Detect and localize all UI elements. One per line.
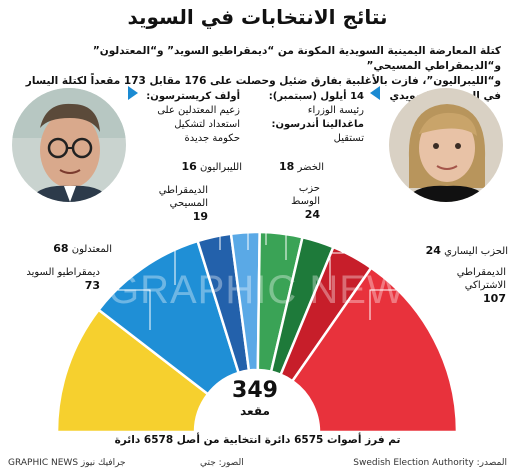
- andersson-name: ماغدالينا أندرسون:: [271, 119, 365, 130]
- leader-line-mp: [265, 166, 272, 245]
- label-m-seats: 68: [53, 242, 69, 255]
- label-s-name-1: الديمقراطي: [456, 267, 506, 278]
- seat-segment-sd: [55, 308, 210, 434]
- label-kd: الديمقراطي المسيحي 19: [150, 184, 208, 223]
- andersson-date: 14 أيلول (سبتمبر):: [268, 91, 364, 102]
- kristersson-caption: أولف كريسترسون: زعيم المعتدلين على استعد…: [140, 90, 240, 146]
- label-c-seats: 24: [304, 208, 320, 221]
- leader-line-s: [369, 289, 422, 320]
- label-v-name: الحزب اليساري: [444, 246, 508, 257]
- leader-line-l: [242, 166, 249, 250]
- counted-note: تم فرز أصوات 6575 دائرة انتخابية من أصل …: [114, 434, 401, 446]
- label-m: المعتدلون 68: [8, 242, 112, 256]
- total-label: مقعد: [240, 404, 270, 418]
- total-seats: 349: [232, 378, 278, 403]
- seat-segment-s: [290, 266, 459, 434]
- label-mp: الخضر 18: [268, 160, 324, 174]
- kristersson-photo: [12, 88, 126, 202]
- footer-brand: GRAPHIC NEWS جرافيك نيوز: [8, 458, 126, 468]
- leader-line-v: [329, 252, 392, 290]
- label-kd-seats: 19: [192, 210, 208, 223]
- label-mp-seats: 18: [279, 160, 295, 173]
- watermark: GRAPHIC NEWS: [108, 268, 434, 312]
- label-v: الحزب اليساري 24: [390, 244, 508, 258]
- label-l: الليبراليون 16: [170, 160, 242, 174]
- lead-text: كتلة المعارضة اليمينية السويدية المكونة …: [16, 44, 501, 104]
- label-kd-name-1: الديمقراطي: [158, 185, 208, 196]
- kristersson-name: أولف كريسترسون:: [146, 91, 240, 102]
- label-sd-name: ديمقراطيو السويد: [26, 267, 100, 278]
- andersson-caption: 14 أيلول (سبتمبر): رئيسة الوزراء ماغدالي…: [254, 90, 364, 146]
- label-l-seats: 16: [181, 160, 197, 173]
- label-sd: ديمقراطيو السويد 73: [8, 266, 100, 292]
- label-mp-name: الخضر: [297, 162, 324, 173]
- right-pointer-arrow: [370, 86, 380, 100]
- label-kd-name-2: المسيحي: [169, 198, 208, 209]
- label-m-name: المعتدلون: [71, 244, 112, 255]
- label-l-name: الليبراليون: [199, 162, 242, 173]
- seat-segment-m: [96, 239, 241, 396]
- label-s: الديمقراطي الاشتراكي 107: [420, 266, 506, 305]
- label-v-seats: 24: [425, 244, 441, 257]
- leader-line-sd: [92, 289, 151, 330]
- andersson-status: تستقيل: [333, 133, 364, 144]
- label-s-seats: 107: [483, 292, 506, 305]
- footer-source: المصدر: Swedish Election Authority: [353, 458, 507, 468]
- kristersson-line-2: استعداد لتشكيل: [174, 119, 240, 130]
- leader-line-m: [108, 249, 176, 285]
- label-c-name-2: الوسط: [291, 196, 320, 207]
- lead-line-1: كتلة المعارضة اليمينية السويدية المكونة …: [92, 45, 501, 72]
- page-title: نتائج الانتخابات في السويد: [127, 5, 388, 29]
- left-pointer-arrow: [128, 86, 138, 100]
- label-sd-seats: 73: [84, 279, 100, 292]
- label-s-name-2: الاشتراكي: [464, 280, 506, 291]
- label-c-name-1: حزب: [298, 183, 320, 194]
- kristersson-line-1: زعيم المعتدلين على: [157, 105, 240, 116]
- andersson-role: رئيسة الوزراء: [307, 105, 364, 116]
- leader-line-kd: [208, 214, 221, 250]
- kristersson-line-3: حكومة جديدة: [184, 133, 240, 144]
- footer-photos: الصور: جتي: [200, 458, 244, 468]
- andersson-photo: [389, 88, 503, 202]
- label-c: حزب الوسط 24: [270, 182, 320, 221]
